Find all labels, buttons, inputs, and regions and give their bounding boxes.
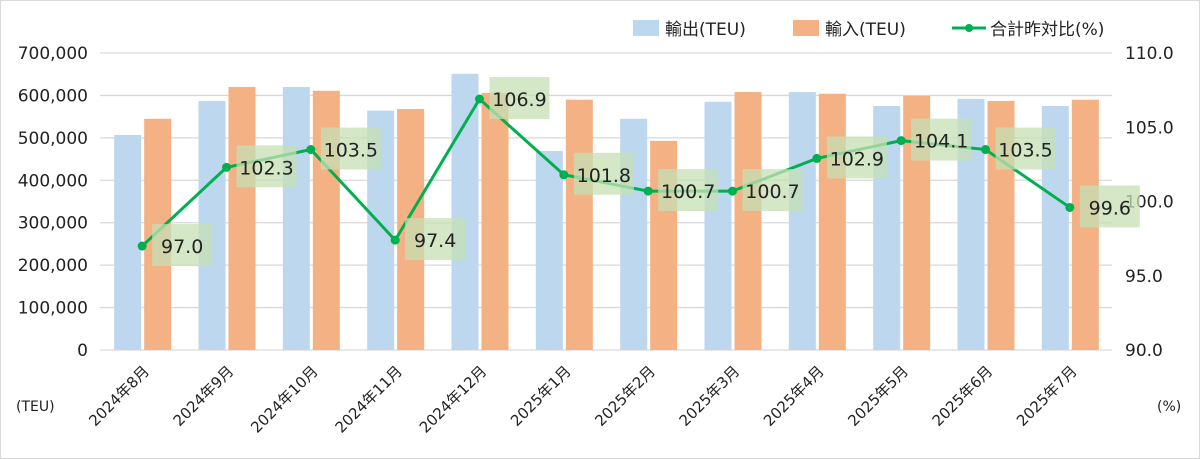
data-label: 97.0 xyxy=(161,236,203,258)
data-label-box xyxy=(658,169,719,212)
data-label: 99.6 xyxy=(1089,197,1131,219)
yoy-point xyxy=(559,170,569,180)
legend-label-yoy: 合計昨対比(%) xyxy=(990,20,1104,40)
data-label-box xyxy=(911,118,972,161)
data-label-box xyxy=(1079,185,1140,228)
data-label: 106.9 xyxy=(492,89,546,111)
data-label-box xyxy=(405,218,466,261)
export-bar xyxy=(114,134,142,350)
data-label: 102.3 xyxy=(239,157,293,179)
import-bar xyxy=(481,92,509,350)
data-label-box xyxy=(826,136,887,179)
yoy-point xyxy=(306,145,316,155)
legend-label-export: 輸出(TEU) xyxy=(665,20,746,40)
data-label: 97.4 xyxy=(414,230,456,252)
yoy-point xyxy=(812,153,822,163)
data-label: 103.5 xyxy=(324,140,378,162)
left-tick-label: 500,000 xyxy=(18,129,88,149)
right-tick-label: 105.0 xyxy=(1125,118,1174,138)
x-tick-label: 2024年11月 xyxy=(332,362,406,436)
left-tick-label: 400,000 xyxy=(18,171,88,191)
legend-swatch-export xyxy=(633,20,659,36)
right-tick-label: 90.0 xyxy=(1125,341,1163,361)
yoy-point xyxy=(1065,202,1075,212)
legend-label-import: 輸入(TEU) xyxy=(825,20,906,40)
export-bar xyxy=(282,86,310,350)
yoy-point xyxy=(896,136,906,146)
yoy-point xyxy=(981,145,990,155)
data-label-box xyxy=(995,127,1056,170)
export-bar xyxy=(451,73,479,350)
export-bar xyxy=(704,101,732,351)
x-tick-label: 2024年12月 xyxy=(416,362,490,436)
data-label: 104.1 xyxy=(914,131,968,153)
left-tick-label: 300,000 xyxy=(18,214,88,234)
data-label-box xyxy=(236,145,297,188)
import-bar xyxy=(818,93,846,350)
x-tick-label: 2025年3月 xyxy=(676,362,744,430)
data-label: 102.9 xyxy=(830,148,884,170)
data-label: 101.8 xyxy=(577,165,631,187)
legend-marker-yoy xyxy=(965,24,973,32)
yoy-point xyxy=(475,94,484,104)
data-label-box xyxy=(152,224,213,267)
right-tick-label: 95.0 xyxy=(1125,267,1163,287)
data-label: 103.5 xyxy=(998,140,1052,162)
x-tick-label: 2025年4月 xyxy=(760,362,828,430)
data-label-box xyxy=(742,169,803,212)
left-tick-label: 200,000 xyxy=(18,256,88,276)
export-bar xyxy=(535,151,563,350)
legend-swatch-import xyxy=(793,20,819,36)
right-tick-label: 110.0 xyxy=(1125,44,1174,64)
x-tick-label: 2024年8月 xyxy=(85,362,153,430)
left-tick-label: 100,000 xyxy=(18,299,88,319)
x-tick-label: 2025年5月 xyxy=(844,362,912,430)
data-label: 100.7 xyxy=(661,181,715,203)
yoy-point xyxy=(390,235,400,245)
data-label-box xyxy=(573,152,634,195)
import-bar xyxy=(734,92,762,350)
x-tick-label: 2025年6月 xyxy=(929,362,997,430)
right-axis-unit: (%) xyxy=(1157,399,1181,415)
yoy-point xyxy=(137,241,147,251)
export-bar xyxy=(788,92,816,350)
data-label-box xyxy=(489,77,550,120)
data-label: 100.7 xyxy=(745,181,799,203)
data-label-box xyxy=(320,127,381,170)
import-bar xyxy=(228,86,256,350)
yoy-point xyxy=(643,186,653,196)
x-tick-label: 2025年7月 xyxy=(1013,362,1081,430)
left-tick-label: 700,000 xyxy=(18,44,88,64)
left-tick-label: 0 xyxy=(77,341,88,361)
left-axis-unit: (TEU) xyxy=(16,399,55,415)
left-tick-label: 600,000 xyxy=(18,86,88,106)
x-tick-label: 2025年2月 xyxy=(591,362,659,430)
yoy-point xyxy=(222,162,231,172)
x-tick-label: 2024年9月 xyxy=(170,362,238,430)
x-tick-label: 2024年10月 xyxy=(247,362,321,436)
x-tick-label: 2025年1月 xyxy=(507,362,575,430)
import-bar xyxy=(565,99,593,351)
yoy-point xyxy=(728,186,737,196)
